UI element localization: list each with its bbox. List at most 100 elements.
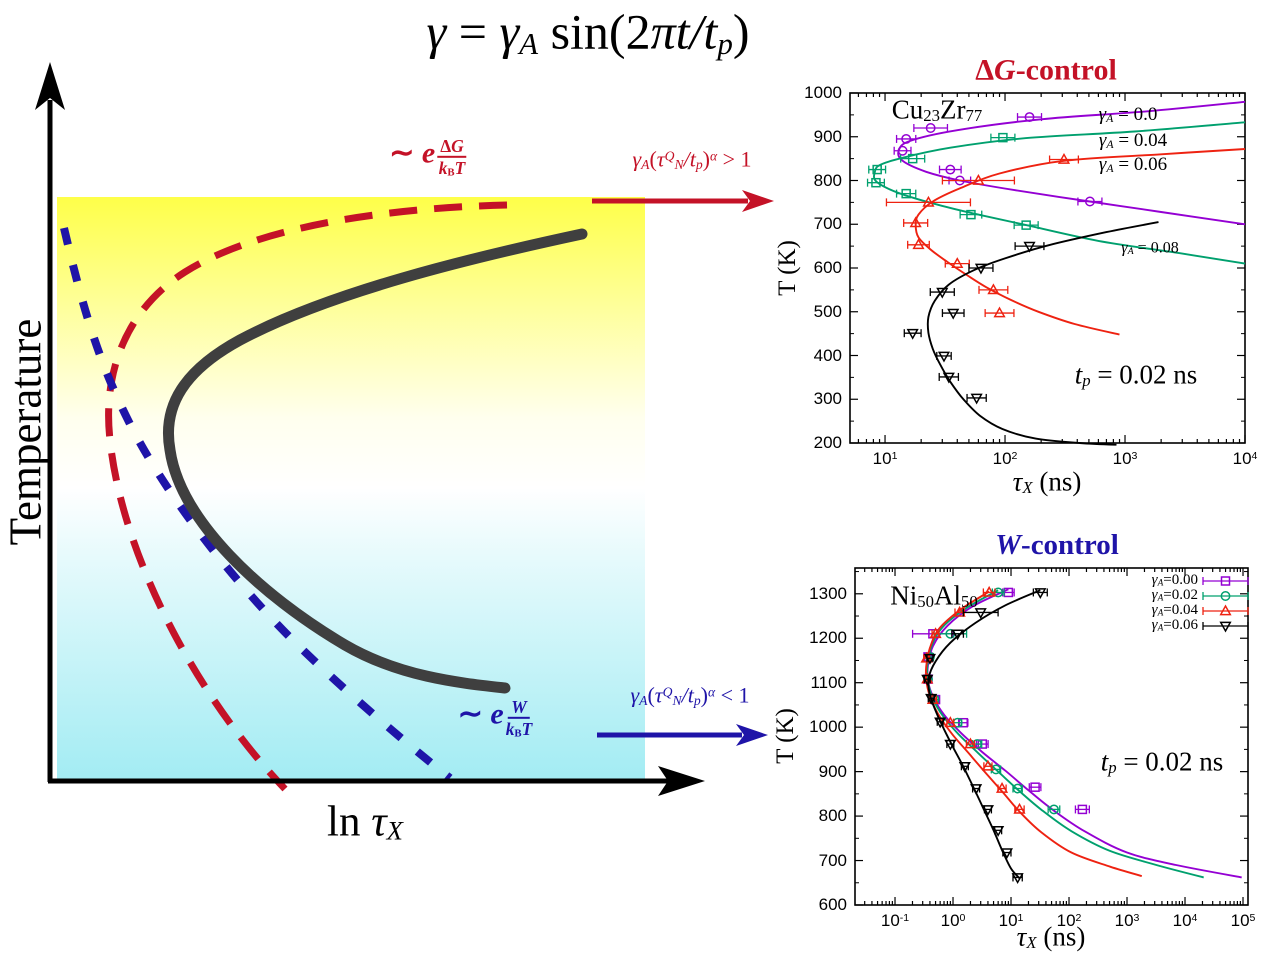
formula-token: < 1 (715, 682, 750, 708)
y-tick-label: 600 (818, 895, 847, 915)
formula-token: W (511, 696, 527, 717)
plot-canvas (849, 92, 1246, 446)
formula-token: 10 (1112, 449, 1132, 468)
formula-token: 3 (1133, 912, 1140, 925)
w-rate-denominator: kBT (506, 719, 533, 740)
data-point-circle (1012, 783, 1023, 794)
w-rate-numerator: W (508, 696, 530, 720)
plot-title: ΔG-control (975, 54, 1117, 86)
formula-token: 77 (965, 106, 983, 126)
formula-token: Zr (940, 94, 966, 125)
data-point-circle (1220, 591, 1231, 601)
y-tick-label: 200 (813, 433, 842, 453)
formula-token: B (447, 166, 455, 179)
formula-token: B (514, 727, 522, 740)
data-point-triangle-down (970, 784, 983, 796)
data-point-triangle-down (951, 629, 964, 641)
formula-token: ) (732, 3, 750, 60)
data-point-square (907, 153, 918, 164)
data-point-triangle-down (921, 674, 934, 686)
formula-token: 10 (940, 911, 960, 930)
formula-token: 4 (1191, 912, 1198, 925)
formula-token: -control (1021, 528, 1119, 561)
y-tick-label: 1100 (810, 672, 847, 692)
formula-token: T (454, 158, 466, 179)
data-point-square (1030, 782, 1040, 792)
data-point-square (1021, 220, 1031, 230)
dg-rate-numerator: ΔG (437, 137, 467, 159)
data-point-triangle-up (981, 759, 995, 771)
formula-token: (ns) (1036, 921, 1086, 952)
formula-token: ( (647, 682, 655, 708)
data-point-triangle-down (942, 372, 955, 384)
formula-token: 10 (1172, 911, 1192, 930)
formula-token: X (1022, 478, 1033, 498)
data-point-circle (1084, 196, 1095, 207)
data-point-triangle-down (934, 717, 947, 729)
formula-token: Ni (890, 580, 918, 611)
formula-token: 4 (1251, 450, 1258, 463)
dg-condition-label: γA(τQN/tp)α > 1 (632, 148, 751, 173)
formula-token: 2 (1011, 450, 1018, 463)
series-curve (926, 589, 1204, 879)
legend-label: γA=0.06 (1152, 617, 1198, 634)
formula-token: τ (1016, 921, 1027, 952)
data-point-triangle-up (944, 716, 957, 728)
formula-token: τ (654, 682, 663, 708)
ttt-curve-dg-dashed (105, 201, 508, 792)
data-point-triangle-down (1034, 588, 1047, 599)
x-tick-label: 10-1 (881, 912, 909, 930)
data-point-square (871, 177, 881, 188)
data-point-triangle-down (936, 287, 949, 299)
formula-token: p (717, 25, 733, 61)
data-point-triangle-up (993, 306, 1006, 318)
formula-token: A (639, 692, 648, 708)
formula-token: = 0.0 (1113, 103, 1158, 125)
formula-token: γ (1098, 129, 1107, 151)
formula-token: ( (649, 146, 657, 172)
data-point-triangle-up (987, 283, 1000, 295)
formula-token: A (1106, 111, 1114, 125)
x-tick-label: 103 (1113, 450, 1138, 468)
formula-token: ) (700, 682, 708, 708)
schematic-y-axis-label: Temperature (0, 318, 51, 546)
formula-token: γ (630, 682, 640, 708)
dg-control-plot: 101 102 103 104 200 300 400 500 600 700 800 900 1000… (770, 50, 1268, 520)
formula-token: A (1106, 161, 1114, 175)
data-point-circle (901, 133, 912, 144)
formula-token: ) (702, 146, 710, 172)
formula-token: t (1100, 746, 1109, 777)
formula-token: W (995, 528, 1022, 561)
formula-token: /t (681, 682, 694, 708)
y-tick-label: 700 (818, 850, 847, 870)
formula-token: /t (683, 146, 696, 172)
formula-token: τ (1012, 466, 1023, 497)
formula-token: Q (662, 684, 673, 700)
formula-token: T (521, 719, 533, 740)
formula-token: A (1157, 623, 1164, 634)
data-point-triangle-down (992, 825, 1005, 837)
data-point-square (966, 209, 976, 220)
formula-token: ln (327, 798, 372, 846)
formula-token: =0.00 (1163, 571, 1198, 588)
formula-token: e (421, 136, 436, 170)
formula-token: 10 (880, 911, 900, 930)
data-point-triangle-up (912, 238, 925, 250)
formula-token: 1 (891, 450, 898, 463)
legend-label: γA=0.02 (1152, 587, 1198, 604)
formula-token: 50 (917, 592, 934, 612)
formula-token: Cu (891, 94, 924, 125)
formula-token: τ (656, 146, 665, 172)
y-tick-label: 1300 (809, 583, 847, 603)
formula-token: 3 (1131, 450, 1138, 463)
formula-token: > 1 (717, 146, 752, 172)
formula-token: 50 (961, 592, 978, 612)
series-curve (914, 148, 1246, 336)
formula-token: = 0.02 ns (1090, 359, 1198, 390)
formula-token: γ (1151, 601, 1158, 618)
y-tick-label: 400 (813, 345, 842, 365)
formula-token: α (707, 684, 716, 700)
